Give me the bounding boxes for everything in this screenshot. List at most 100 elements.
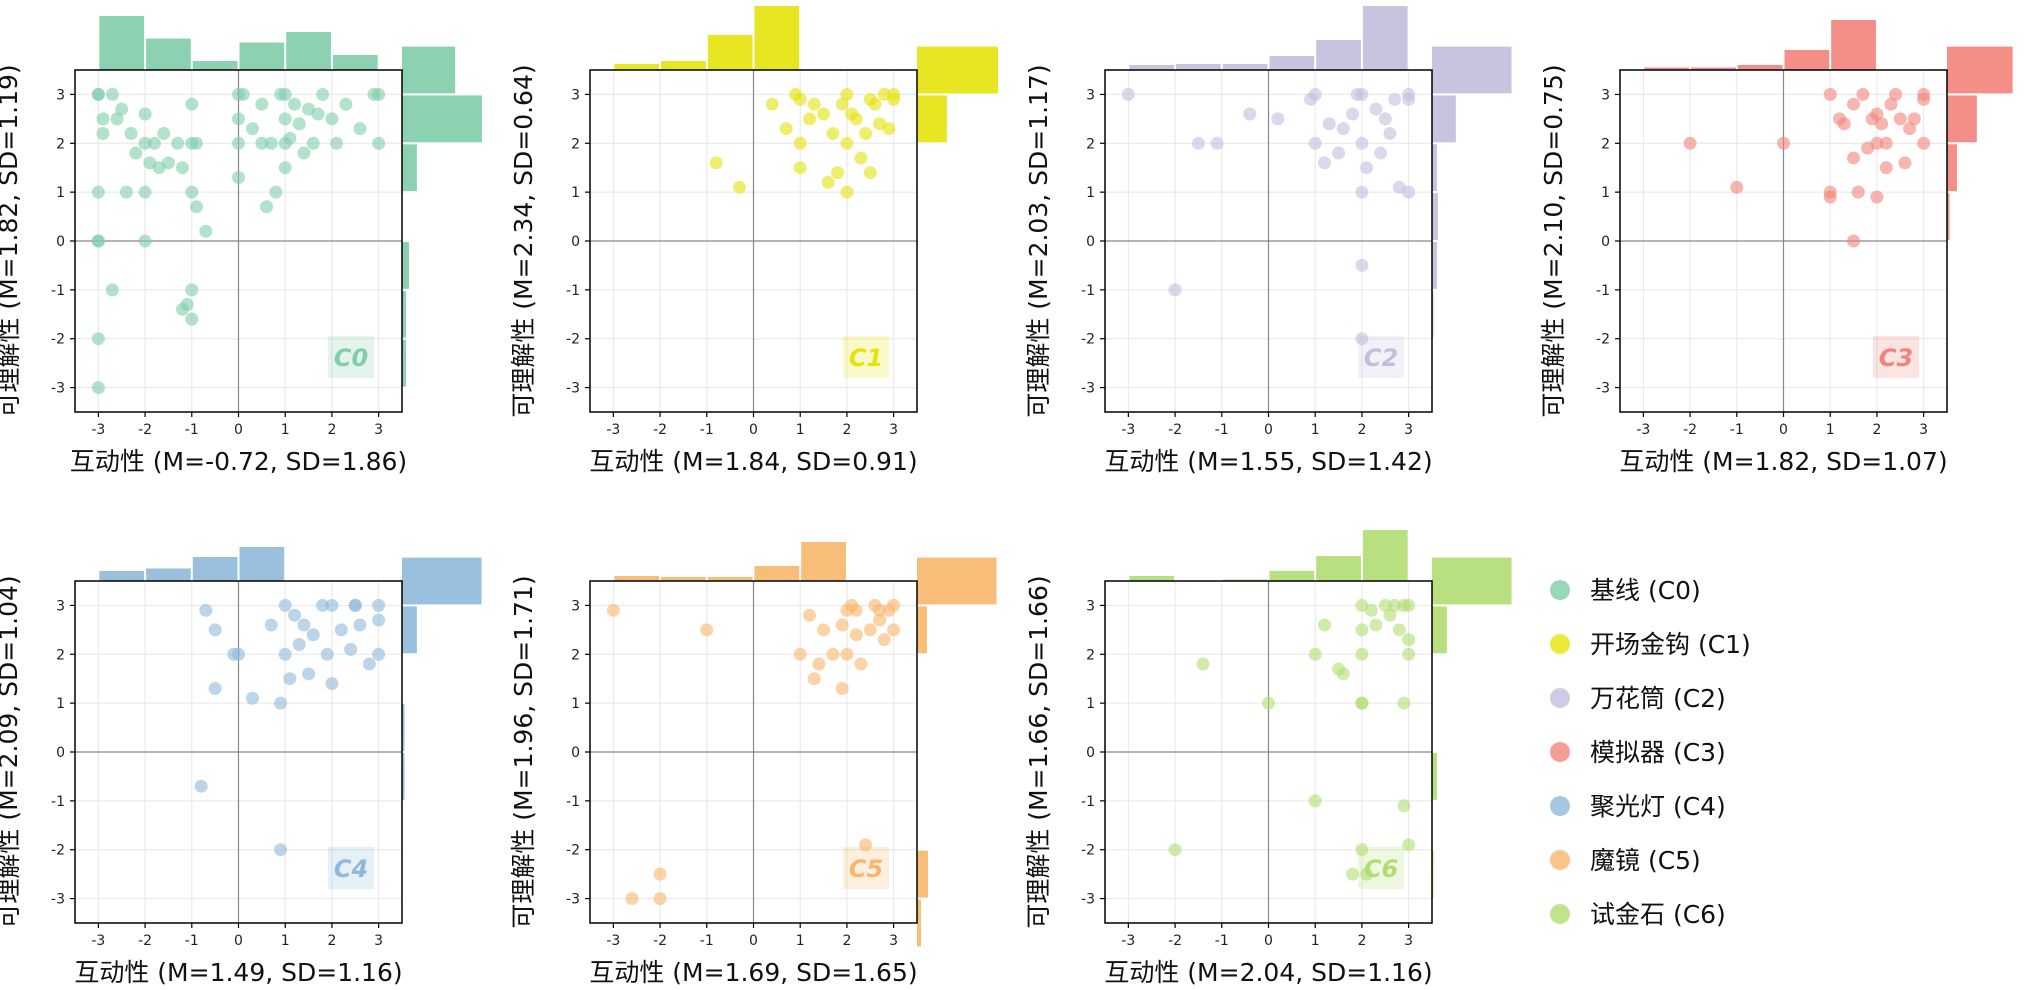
data-point xyxy=(1308,794,1322,808)
y-tick-label: 0 xyxy=(1601,234,1610,250)
data-point xyxy=(232,170,245,184)
x-tick-label: 0 xyxy=(234,422,243,438)
data-point xyxy=(278,161,292,175)
data-point xyxy=(1360,161,1374,175)
legend: 基线 (C0) 开场金钩 (C1) 万花筒 (C2) 模拟器 (C3) 聚光灯 (C4)… xyxy=(1550,576,1751,929)
data-point xyxy=(175,161,189,175)
x-tick-label: 2 xyxy=(1357,422,1366,438)
data-point xyxy=(138,234,152,248)
data-point xyxy=(1360,867,1374,881)
y-tick-label: 3 xyxy=(1601,87,1610,103)
hist-right-bar xyxy=(1947,144,1957,192)
data-point xyxy=(807,97,821,111)
data-point xyxy=(119,185,133,199)
data-point xyxy=(854,657,868,671)
y-axis-label: 可理解性 (M=1.96, SD=1.71) xyxy=(509,575,538,928)
data-point xyxy=(91,381,105,395)
data-point xyxy=(1879,136,1893,150)
y-tick-label: -3 xyxy=(566,892,580,908)
data-point xyxy=(1383,127,1397,141)
data-point xyxy=(1730,180,1744,194)
data-point xyxy=(96,112,110,126)
hist-right-bar xyxy=(917,557,997,605)
data-point xyxy=(91,234,105,248)
data-point xyxy=(1355,136,1369,150)
x-tick-label: 3 xyxy=(374,933,383,949)
y-tick-label: -2 xyxy=(1596,332,1610,348)
hist-right-bar xyxy=(917,850,928,898)
data-point xyxy=(1847,151,1861,165)
data-point xyxy=(185,283,199,297)
y-tick-label: 3 xyxy=(1086,598,1095,614)
data-point xyxy=(887,623,901,637)
y-tick-label: -3 xyxy=(566,381,580,397)
x-tick-label: -3 xyxy=(91,933,105,949)
data-point xyxy=(803,112,817,126)
data-point xyxy=(138,107,152,121)
data-point xyxy=(185,97,199,111)
data-point xyxy=(1191,136,1205,150)
legend-marker xyxy=(1550,742,1570,762)
hist-right-bar xyxy=(1432,95,1456,143)
condition-label: C0 xyxy=(334,344,368,372)
x-axis-label: 互动性 (M=1.84, SD=0.91) xyxy=(589,447,917,476)
condition-badge-bg xyxy=(1358,847,1404,889)
data-point xyxy=(372,87,386,101)
y-tick-label: -1 xyxy=(1081,283,1095,299)
data-point xyxy=(1917,136,1931,150)
y-tick-label: 2 xyxy=(1086,136,1095,152)
data-point xyxy=(1308,136,1322,150)
data-point xyxy=(1332,146,1346,160)
data-point xyxy=(1402,633,1416,647)
data-point xyxy=(606,603,620,617)
hist-right-bar xyxy=(1947,46,2013,94)
data-point xyxy=(274,696,288,710)
data-point xyxy=(849,603,863,617)
panel-c5: -3 -3 -2 -2 -1 -1 0 0 1 1 2 2 3 3 互动性 (M=1.69, SD=1.65… xyxy=(509,542,997,987)
x-tick-label: -2 xyxy=(653,933,667,949)
x-tick-label: -2 xyxy=(1168,933,1182,949)
hist-right-bar xyxy=(402,242,409,289)
y-tick-label: -2 xyxy=(566,843,580,859)
data-point xyxy=(1308,87,1322,101)
data-point xyxy=(325,112,339,126)
data-point xyxy=(803,608,817,622)
data-point xyxy=(817,107,831,121)
data-point xyxy=(124,127,138,141)
hist-right-bar xyxy=(1432,144,1437,192)
data-point xyxy=(264,618,278,632)
data-point xyxy=(353,618,367,632)
x-tick-label: 2 xyxy=(327,933,336,949)
x-tick-label: 3 xyxy=(889,933,898,949)
hist-top-bar xyxy=(1222,64,1268,70)
data-point xyxy=(1121,87,1135,101)
data-point xyxy=(793,161,807,175)
data-point xyxy=(1243,107,1257,121)
hist-top-bar xyxy=(192,557,238,581)
hist-top-bar xyxy=(1316,556,1361,581)
data-point xyxy=(1879,161,1893,175)
hist-top-bar xyxy=(99,571,145,581)
data-point xyxy=(362,657,376,671)
y-axis-label: 可理解性 (M=2.03, SD=1.17) xyxy=(1024,64,1053,417)
data-point xyxy=(1374,146,1388,160)
data-point xyxy=(274,87,288,101)
data-point xyxy=(1336,667,1350,681)
hist-top-bar xyxy=(146,568,191,581)
y-tick-label: -2 xyxy=(566,332,580,348)
data-point xyxy=(1898,156,1912,170)
data-point xyxy=(817,623,831,637)
x-tick-label: 1 xyxy=(796,933,805,949)
legend-label: 试金石 (C6) xyxy=(1590,900,1726,929)
y-tick-label: 1 xyxy=(56,185,65,201)
data-point xyxy=(1355,623,1369,637)
data-point xyxy=(1889,87,1903,101)
x-tick-label: 1 xyxy=(281,422,290,438)
x-tick-label: 1 xyxy=(1826,422,1835,438)
data-point xyxy=(110,112,124,126)
panel-c6: -3 -3 -2 -2 -1 -1 0 0 1 1 2 2 3 3 互动性 (M=2.04, SD=1.16… xyxy=(1024,530,1512,987)
data-point xyxy=(1893,112,1907,126)
data-point xyxy=(1907,112,1921,126)
hist-top-bar xyxy=(239,547,285,581)
hist-top-bar xyxy=(1269,571,1315,581)
